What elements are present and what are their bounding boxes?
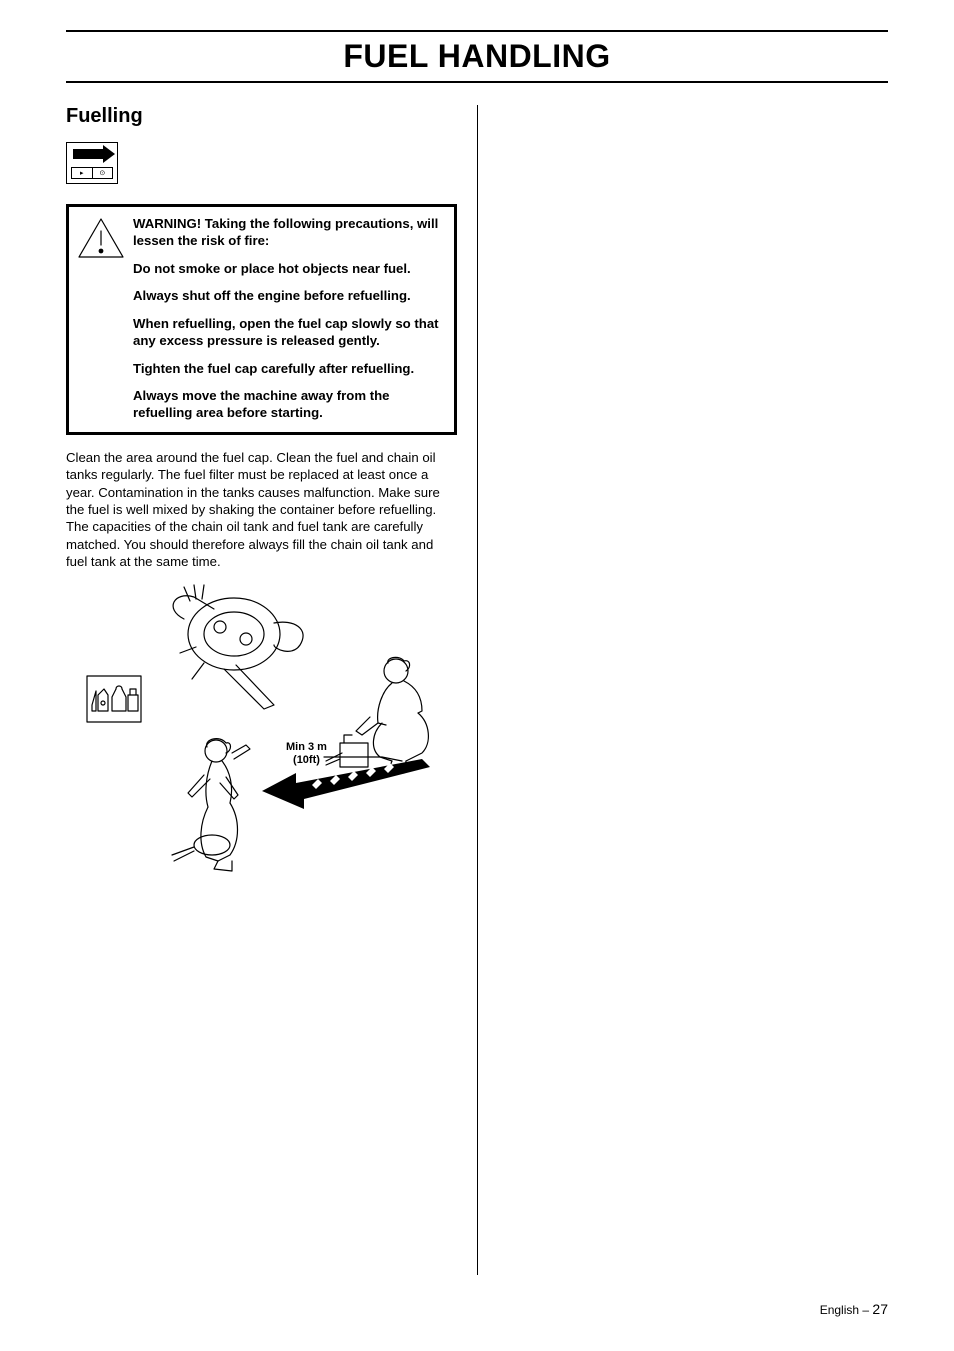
warning-item: When refuelling, open the fuel cap slowl… <box>133 315 446 350</box>
warning-text: WARNING! Taking the following precaution… <box>133 215 446 424</box>
left-column: Fuelling ▸⊙ WARNING! Taking the followin… <box>66 105 477 1275</box>
top-rule <box>66 30 888 32</box>
distance-label-line2: (10ft) <box>293 754 320 766</box>
warning-item: Always shut off the engine before refuel… <box>133 287 446 304</box>
warning-lead: WARNING! Taking the following precaution… <box>133 215 446 250</box>
warning-triangle-icon <box>69 215 133 424</box>
distance-label-line1: Min 3 m <box>286 741 327 753</box>
right-column <box>477 105 888 1275</box>
warning-box: WARNING! Taking the following precaution… <box>66 204 457 435</box>
warning-item: Tighten the fuel cap carefully after ref… <box>133 360 446 377</box>
warning-item: Always move the machine away from the re… <box>133 387 446 422</box>
warning-item: Do not smoke or place hot objects near f… <box>133 260 446 277</box>
manual-page: FUEL HANDLING Fuelling ▸⊙ <box>0 0 954 1351</box>
fuel-pump-reference-icon: ▸⊙ <box>66 142 118 184</box>
chainsaw-illustration <box>124 579 324 729</box>
illustration-area: Min 3 m (10ft) <box>66 585 457 875</box>
chapter-title: FUEL HANDLING <box>66 36 888 81</box>
two-column-layout: Fuelling ▸⊙ WARNING! Taking the followin… <box>66 105 888 1275</box>
body-paragraph: Clean the area around the fuel cap. Clea… <box>66 449 457 571</box>
section-heading: Fuelling <box>66 105 457 128</box>
distance-label: Min 3 m (10ft) <box>286 741 327 767</box>
page-footer: English – 27 <box>820 1301 888 1317</box>
title-underline <box>66 81 888 83</box>
person-starting-illustration <box>160 735 280 875</box>
footer-page-number: 27 <box>872 1301 888 1317</box>
footer-language: English <box>820 1303 859 1317</box>
footer-separator: – <box>862 1303 869 1317</box>
